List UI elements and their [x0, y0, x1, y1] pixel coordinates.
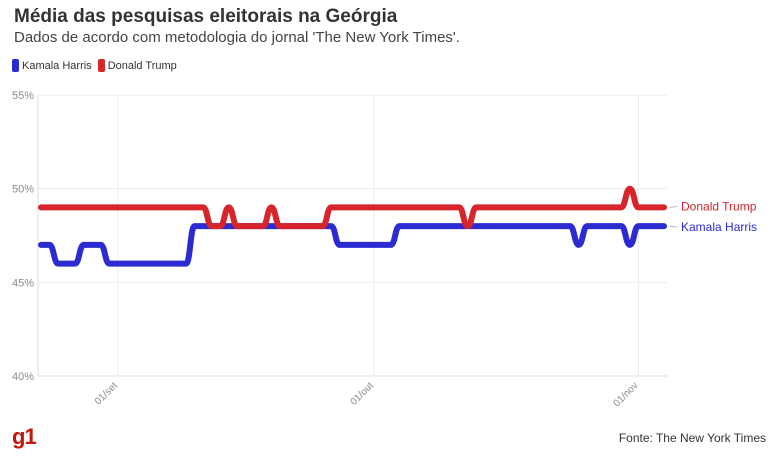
legend-label-harris: Kamala Harris	[22, 59, 92, 72]
y-tick-label: 50%	[12, 184, 34, 196]
series-line-trump	[38, 185, 667, 230]
g1-logo[interactable]: g1	[12, 424, 37, 449]
chart-legend: Kamala Harris Donald Trump	[12, 59, 183, 72]
chart-title: Média das pesquisas eleitorais na Geórgi…	[14, 6, 398, 27]
chart-subtitle: Dados de acordo com metodologia do jorna…	[14, 29, 460, 46]
x-tick-label: 01/nov	[612, 380, 641, 409]
x-tick-label: 01/set	[93, 380, 120, 407]
legend-swatch-trump	[97, 59, 105, 72]
series-end-leader	[669, 225, 678, 228]
source-note: Fonte: The New York Times	[618, 431, 766, 445]
series-line-harris	[38, 223, 667, 267]
legend-item-trump[interactable]: Donald Trump	[97, 59, 177, 72]
y-tick-label: 40%	[12, 371, 34, 383]
series-end-label-harris: Kamala Harris	[681, 220, 757, 234]
legend-label-trump: Donald Trump	[107, 59, 177, 72]
legend-swatch-harris	[12, 59, 19, 72]
legend-item-harris[interactable]: Kamala Harris	[12, 59, 92, 72]
y-tick-label: 45%	[12, 277, 34, 289]
series-end-label-trump: Donald Trump	[681, 199, 757, 213]
series-end-leader	[669, 205, 678, 208]
y-tick-label: 55%	[12, 90, 34, 102]
x-tick-label: 01/out	[349, 380, 377, 408]
